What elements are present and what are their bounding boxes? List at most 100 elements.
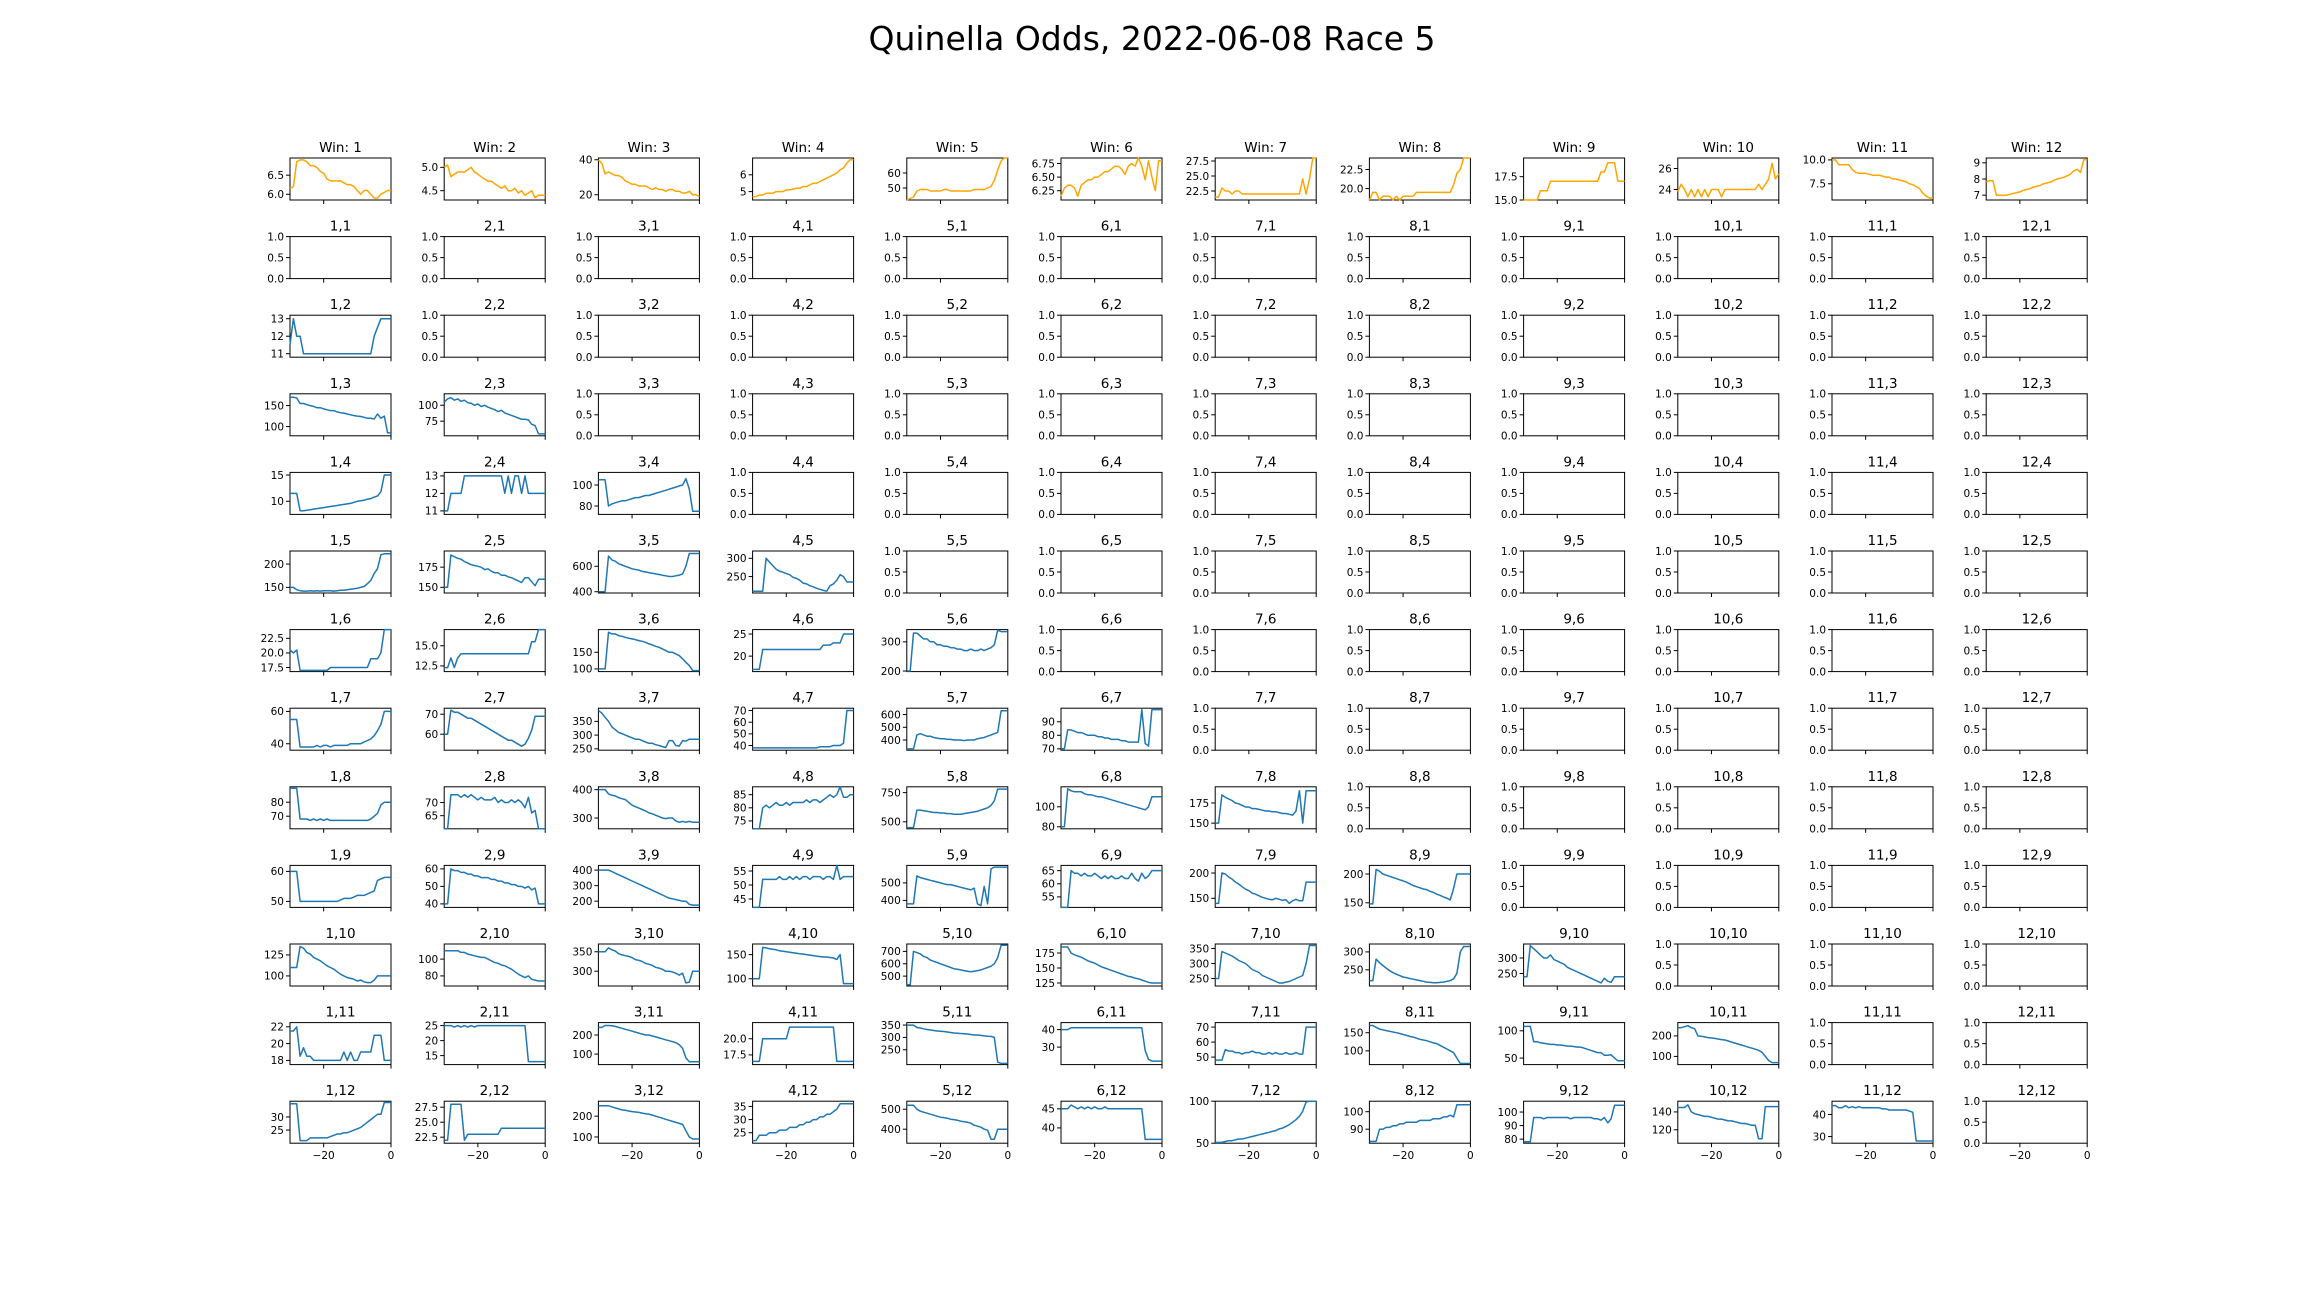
panel-11-8: 11,8 0.0 0.5 1.0	[1809, 769, 1934, 836]
axes-frame	[443, 707, 546, 751]
panel-title: Win: 3	[628, 140, 671, 156]
y-tick-label: 0.5	[1347, 488, 1364, 500]
odds-line	[598, 631, 700, 672]
panel-3-7: 3,7 250 300 350	[572, 690, 700, 756]
panel-title: 5,3	[947, 376, 968, 392]
axes-frame	[1060, 393, 1163, 437]
y-tick-label: 250	[1189, 973, 1209, 985]
y-tick-label: 0.5	[1038, 331, 1055, 343]
axes-frame	[1368, 314, 1471, 358]
y-tick-label: 0.5	[1963, 410, 1980, 422]
y-tick-label: 1.0	[1809, 782, 1826, 794]
panel-11-12: 11,12 30 40 −20 0	[1813, 1083, 1937, 1162]
panel-title: 9,6	[1563, 612, 1584, 628]
y-tick-label: 1.0	[884, 546, 901, 558]
y-tick-label: 0.0	[1501, 824, 1518, 836]
panel-5-4: 5,4 0.0 0.5 1.0	[884, 454, 1009, 521]
axes-frame	[597, 629, 700, 673]
y-tick-label: 0.5	[1655, 567, 1672, 579]
axes-frame	[1214, 157, 1317, 201]
panel-1-3: 1,3 100 150	[264, 376, 392, 440]
odds-line	[290, 710, 391, 748]
x-tick-label: −20	[2009, 1150, 2031, 1162]
y-tick-label: 700	[881, 946, 901, 958]
y-tick-label: 25	[425, 1020, 438, 1032]
y-tick-label: 1.0	[1501, 389, 1518, 401]
y-tick-label: 75	[425, 416, 438, 428]
y-tick-label: 0.5	[1655, 252, 1672, 264]
panel-title: Win: 10	[1703, 140, 1754, 156]
panel-12-11: 12,11 0.0 0.5 1.0	[1963, 1005, 2088, 1071]
y-tick-label: 11	[425, 506, 438, 518]
odds-line	[752, 158, 854, 198]
panel-title: Win: 12	[2011, 140, 2062, 156]
x-tick-label: −20	[1238, 1150, 1260, 1162]
y-tick-label: 5	[740, 186, 747, 198]
panel-title: 6,8	[1101, 769, 1122, 785]
y-tick-label: 400	[572, 587, 592, 599]
panel-5-5: 5,5 0.0 0.5 1.0	[884, 533, 1009, 600]
panel-11-6: 11,6 0.0 0.5 1.0	[1809, 612, 1934, 678]
y-tick-label: 6.0	[267, 189, 284, 201]
x-tick-label: 0	[2084, 1150, 2091, 1162]
y-tick-label: 90	[1504, 1120, 1517, 1132]
y-tick-label: 0.5	[1501, 567, 1518, 579]
y-tick-label: 8	[1974, 174, 1981, 186]
y-tick-label: 0.0	[730, 509, 747, 521]
panel-6-3: 6,3 0.0 0.5 1.0	[1038, 376, 1163, 443]
y-tick-label: 0.5	[730, 410, 747, 422]
odds-line	[444, 949, 546, 982]
panel-title: 2,7	[484, 690, 505, 706]
y-tick-label: 300	[1189, 958, 1209, 970]
panel-7-11: 7,11 50 60 70	[1196, 1005, 1317, 1069]
y-tick-label: 60	[1042, 879, 1055, 891]
y-tick-label: 0.0	[1192, 588, 1209, 600]
x-tick-label: −20	[1855, 1150, 1877, 1162]
axes-frame	[1523, 393, 1626, 437]
odds-line	[1677, 1104, 1779, 1140]
panel-11-11: 11,11 0.0 0.5 1.0	[1809, 1005, 1934, 1071]
panel-9-7: 9,7 0.0 0.5 1.0	[1501, 690, 1626, 757]
panel-title: 1,6	[330, 612, 351, 628]
panel-8-5: 8,5 0.0 0.5 1.0	[1347, 533, 1471, 600]
x-tick-label: 0	[850, 1150, 857, 1162]
axes-frame	[1985, 471, 2088, 515]
y-tick-label: 27.5	[415, 1102, 438, 1114]
y-tick-label: 0.5	[1963, 488, 1980, 500]
y-tick-label: 0.5	[1347, 331, 1364, 343]
panel-8-1: 8,1 0.0 0.5 1.0	[1347, 219, 1471, 285]
panel-title: 7,4	[1255, 454, 1276, 470]
y-tick-label: 0.0	[1192, 509, 1209, 521]
odds-line	[906, 1024, 1008, 1065]
panel-title: 12,9	[2022, 847, 2052, 863]
y-tick-label: 0.0	[1347, 431, 1364, 443]
axes-frame	[597, 786, 700, 830]
panel-win-3: Win: 3 20 40	[579, 140, 700, 204]
axes-frame	[289, 707, 392, 751]
panel-title: 10,2	[1713, 297, 1743, 313]
panel-title: 9,8	[1563, 769, 1584, 785]
odds-line	[1061, 869, 1162, 909]
y-tick-label: 6	[740, 170, 747, 182]
panel-7-12: 7,12 50 100 −20 0	[1189, 1083, 1319, 1162]
y-tick-label: 0.5	[1963, 331, 1980, 343]
y-tick-label: 40	[1042, 1024, 1055, 1036]
y-tick-label: 300	[881, 637, 901, 649]
x-tick-label: −20	[929, 1150, 951, 1162]
panel-10-6: 10,6 0.0 0.5 1.0	[1655, 612, 1780, 678]
panel-title: 12,7	[2022, 690, 2052, 706]
y-tick-label: 0.5	[1192, 567, 1209, 579]
panel-7-10: 7,10 250 300 350	[1189, 926, 1317, 990]
panel-title: 12,8	[2022, 769, 2052, 785]
panel-2-11: 2,11 15 20 25	[425, 1005, 546, 1069]
panel-2-3: 2,3 75 100	[418, 376, 546, 440]
y-tick-label: 0.5	[1963, 1117, 1980, 1129]
axes-frame	[1985, 1100, 2088, 1144]
y-tick-label: 22.5	[415, 1132, 438, 1144]
panel-11-9: 11,9 0.0 0.5 1.0	[1809, 847, 1934, 914]
y-tick-label: 0.0	[1963, 824, 1980, 836]
panel-8-6: 8,6 0.0 0.5 1.0	[1347, 612, 1471, 678]
axes-frame	[1214, 707, 1317, 751]
panel-4-3: 4,3 0.0 0.5 1.0	[730, 376, 855, 443]
